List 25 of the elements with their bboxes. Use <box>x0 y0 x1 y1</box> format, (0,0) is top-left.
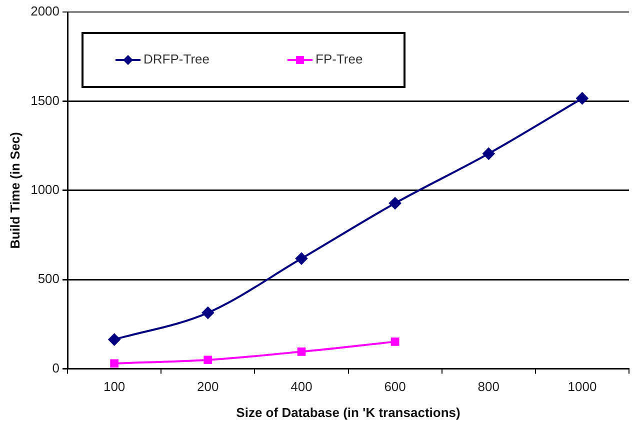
y-tick-label: 1500 <box>30 92 60 108</box>
x-tick-label: 100 <box>103 379 126 394</box>
y-tick-label: 500 <box>38 271 60 286</box>
point <box>108 334 120 346</box>
point <box>576 92 588 104</box>
point <box>204 356 212 364</box>
x-axis-title: Size of Database (in 'K transactions) <box>236 404 460 420</box>
x-tick-label: 800 <box>478 379 500 394</box>
y-axis-title: Build Time (in Sec) <box>7 132 22 249</box>
y-tick-label: 1000 <box>30 182 60 197</box>
point <box>390 338 400 346</box>
y-tick-label: 0 <box>52 360 60 376</box>
point <box>110 359 118 368</box>
legend-label: DRFP-Tree <box>144 52 210 67</box>
point <box>295 252 308 265</box>
x-tick-label: 600 <box>384 379 406 394</box>
x-tick-label: 200 <box>197 379 219 394</box>
point <box>389 197 402 210</box>
x-tick-label: 400 <box>290 379 312 394</box>
y-tick-label: 2000 <box>30 4 60 19</box>
legend-label: FP-Tree <box>316 52 363 67</box>
x-tick-label: 1000 <box>568 379 597 394</box>
point <box>297 347 306 356</box>
point <box>202 306 214 319</box>
point <box>482 148 495 160</box>
